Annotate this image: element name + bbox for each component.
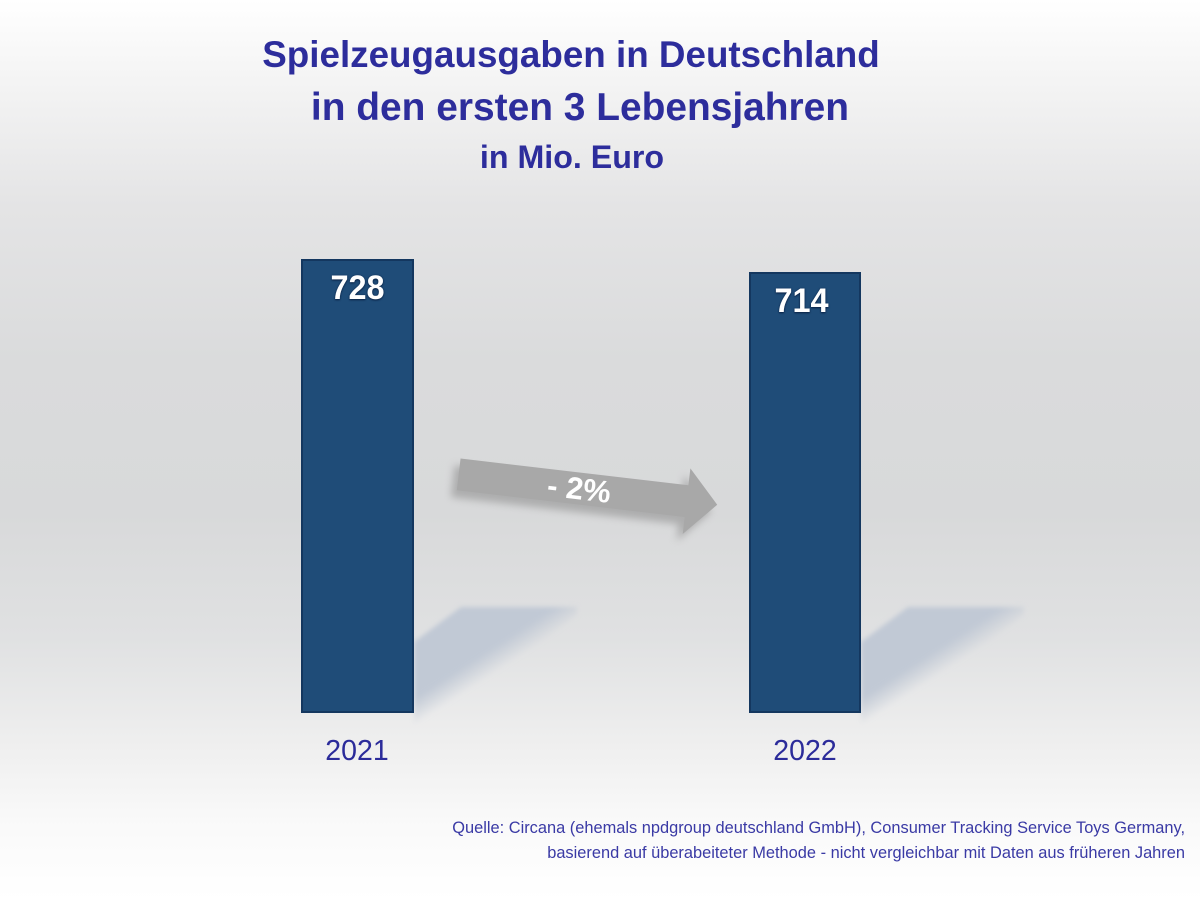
svg-text:- 2%: - 2% — [545, 468, 612, 510]
